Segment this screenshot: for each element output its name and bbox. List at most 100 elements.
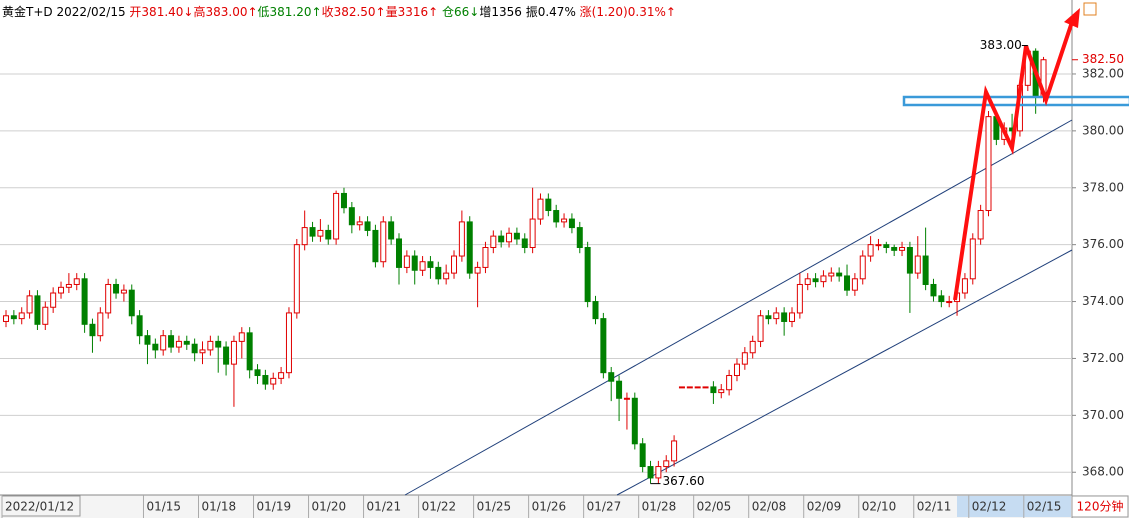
candle-body [451,255,458,274]
candle-body [804,278,811,285]
candle-body [34,295,41,325]
candle-body [529,218,536,249]
y-tick-label: 372.00 [1082,351,1124,365]
corner-button[interactable] [1083,2,1097,16]
candle-body [443,272,450,280]
x-tick-label: 01/26 [532,500,567,514]
candle-body [521,238,528,248]
candle-body [89,323,96,337]
candle-body [81,278,88,325]
x-tick-label: 02/15 [1027,500,1062,514]
arrow-path [953,21,1074,301]
candle-body [97,312,104,337]
candle-body [278,372,285,379]
candle-body [946,301,953,304]
candle-body [757,315,764,342]
candle-body [136,315,143,337]
candle-body [678,386,685,389]
candle-body [199,349,206,354]
candle-body [513,232,520,240]
arrow-head [1064,8,1080,28]
x-tick-label: 02/08 [752,500,787,514]
x-tick-label: 02/05 [697,500,732,514]
candle-body [128,289,135,317]
candle-body [3,315,9,322]
candle-body [356,221,363,226]
header-item: 涨(1.20)0.31%↑ [579,5,676,19]
candle-body [741,352,748,365]
candle-body [168,335,175,348]
candle-body [215,340,222,348]
candle-body [340,192,347,209]
channel-lines [404,119,1073,496]
y-tick-label: 378.00 [1082,180,1124,194]
y-tick-label: 370.00 [1082,408,1124,422]
candle-body [537,198,544,220]
candle-body [175,340,182,348]
y-tick-label: 368.00 [1082,465,1124,479]
candle-body [702,386,709,389]
trend-arrow [953,8,1080,301]
x-tick-label: 01/25 [477,500,512,514]
period-label: 120分钟 [1077,499,1124,514]
candle-body [65,283,72,288]
candle-body [631,397,638,445]
candle-body [301,227,308,246]
candle-body [372,229,379,263]
candle-body [836,272,843,277]
candle-body [293,244,300,314]
candle-body [623,397,630,400]
candle-body [600,318,607,374]
high-label: 383.00 [980,38,1022,52]
candle-body [851,278,858,291]
candle-body [749,340,756,354]
candle-body [238,332,245,342]
candle-body [985,116,992,212]
header: 黄金T+D 2022/02/15 开381.40↓高383.00↑低381.20… [2,3,676,20]
candle-body [796,283,803,314]
x-tick-label: 02/12 [972,500,1007,514]
y-tick-label: 376.00 [1082,237,1124,251]
candle-body [419,261,426,271]
header-item: 仓66↓ [442,5,480,19]
candle-body [694,386,701,389]
candle-body [789,312,795,322]
candle-body [584,247,591,303]
candle-body [26,295,33,314]
candle-body [396,238,402,268]
channel-upper [404,119,1073,496]
candle-body [883,244,890,248]
header-item: 收382.50↑ [321,5,386,19]
candle-body [914,255,921,274]
candle-body [568,218,575,229]
candle-body [191,343,198,354]
candle-body [285,312,292,374]
candle-body [655,466,662,479]
x-tick-label: 02/10 [862,500,897,514]
candle-body [844,275,851,291]
candle-body [73,278,80,285]
candle-body [364,221,371,231]
candle-body [458,221,465,257]
candle-body [576,227,583,249]
candles [3,45,1047,484]
candle-body [474,266,481,274]
candle-body [427,261,434,268]
y-tick-label: 382.00 [1082,66,1124,80]
candle-body [663,460,670,468]
candle-body [58,286,65,294]
header-item: 低381.20↑ [257,5,322,19]
header-item: 黄金T+D 2022/02/15 [2,5,130,19]
candle-body [254,369,261,377]
candle-body [207,340,214,351]
candle-body [246,332,253,371]
period-box [1071,495,1129,518]
candle-body [50,292,57,308]
candle-body [867,244,874,257]
candle-body [152,343,159,351]
candle-body [230,340,237,365]
candle-body [616,380,623,399]
last-price-label: 382.50 [1082,52,1124,66]
header-item: 量3316↑ [385,5,443,19]
